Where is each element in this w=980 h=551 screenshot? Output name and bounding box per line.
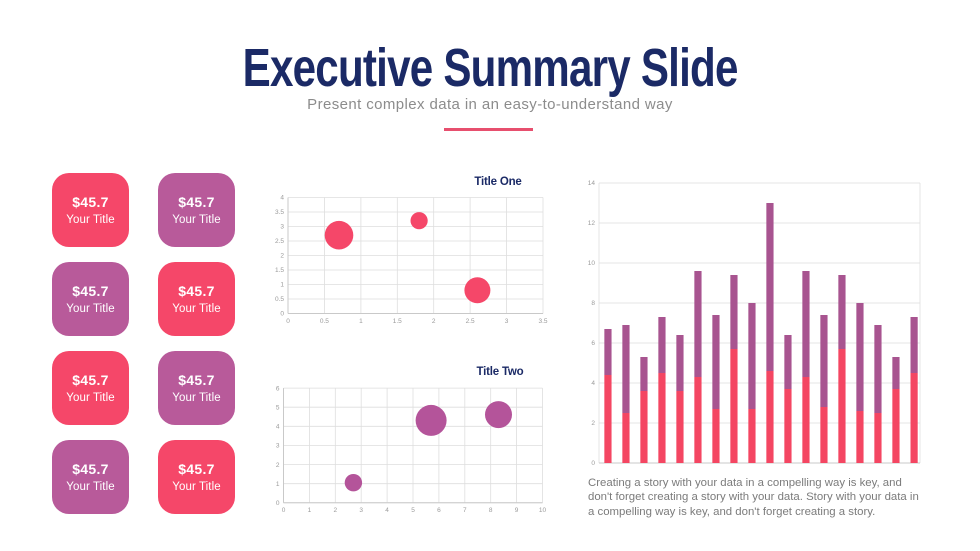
svg-text:2: 2 bbox=[280, 253, 284, 260]
svg-text:1: 1 bbox=[280, 282, 284, 289]
svg-text:4: 4 bbox=[385, 507, 389, 514]
svg-text:3.5: 3.5 bbox=[538, 318, 547, 325]
svg-text:0: 0 bbox=[276, 500, 280, 507]
svg-text:3.5: 3.5 bbox=[275, 209, 284, 216]
svg-text:14: 14 bbox=[588, 180, 596, 187]
svg-text:2: 2 bbox=[591, 420, 595, 427]
svg-text:4: 4 bbox=[276, 424, 280, 431]
svg-text:3: 3 bbox=[359, 507, 363, 514]
svg-text:6: 6 bbox=[437, 507, 441, 514]
svg-text:1: 1 bbox=[308, 507, 312, 514]
svg-text:1: 1 bbox=[359, 318, 363, 325]
svg-text:8: 8 bbox=[591, 300, 595, 307]
svg-text:0: 0 bbox=[282, 507, 286, 514]
svg-text:9: 9 bbox=[515, 507, 519, 514]
svg-text:3: 3 bbox=[505, 318, 509, 325]
svg-text:2: 2 bbox=[333, 507, 337, 514]
svg-text:3: 3 bbox=[280, 224, 284, 231]
svg-text:7: 7 bbox=[463, 507, 467, 514]
svg-text:0.5: 0.5 bbox=[275, 296, 284, 303]
svg-text:8: 8 bbox=[489, 507, 493, 514]
svg-text:0: 0 bbox=[280, 311, 284, 318]
svg-text:2.5: 2.5 bbox=[466, 318, 475, 325]
svg-text:4: 4 bbox=[280, 195, 284, 202]
svg-text:12: 12 bbox=[588, 220, 596, 227]
svg-text:0.5: 0.5 bbox=[320, 318, 329, 325]
svg-text:10: 10 bbox=[539, 507, 547, 514]
svg-text:6: 6 bbox=[591, 340, 595, 347]
svg-text:Title Two: Title Two bbox=[477, 366, 524, 378]
svg-text:0: 0 bbox=[591, 460, 595, 467]
svg-text:Title One: Title One bbox=[474, 176, 521, 188]
svg-text:2: 2 bbox=[276, 462, 280, 469]
svg-text:5: 5 bbox=[411, 507, 415, 514]
svg-text:2.5: 2.5 bbox=[275, 238, 284, 245]
svg-text:0: 0 bbox=[286, 318, 290, 325]
svg-text:1.5: 1.5 bbox=[393, 318, 402, 325]
svg-text:1: 1 bbox=[276, 481, 280, 488]
svg-text:3: 3 bbox=[276, 443, 280, 450]
svg-text:6: 6 bbox=[276, 385, 280, 392]
svg-text:10: 10 bbox=[588, 260, 596, 267]
svg-text:4: 4 bbox=[591, 380, 595, 387]
svg-text:1.5: 1.5 bbox=[275, 267, 284, 274]
svg-text:2: 2 bbox=[432, 318, 436, 325]
svg-text:5: 5 bbox=[276, 404, 280, 411]
